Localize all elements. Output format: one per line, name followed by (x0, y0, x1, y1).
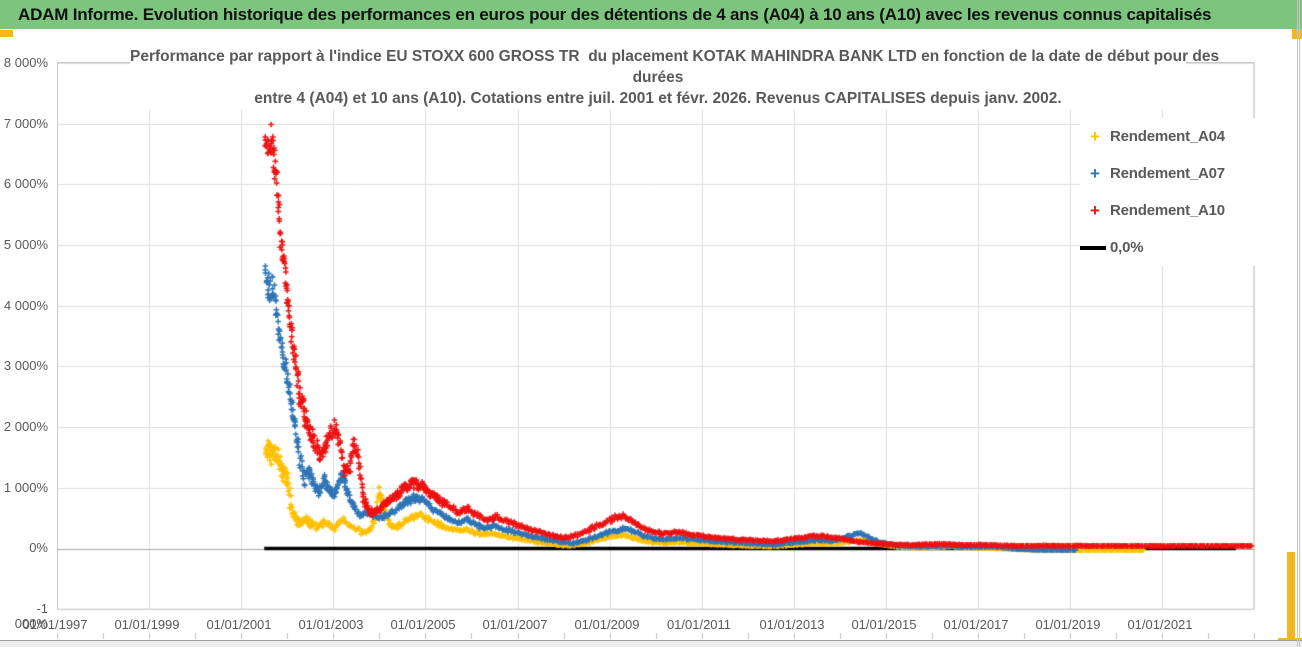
x-tick-2011: 01/01/2011 (666, 617, 732, 632)
y-tick-neg1000: -1 000% (14, 601, 48, 631)
x-tick-2007: 01/01/2007 (482, 617, 548, 632)
y-tick-7000: 7 000% (3, 116, 48, 131)
chart-title: Performance par rapport à l'indice EU ST… (130, 46, 1220, 109)
y-tick-5000: 5 000% (3, 237, 48, 252)
plus-marker-icon: + (1090, 127, 1100, 146)
y-tick-4000: 4 000% (3, 298, 48, 313)
window-bottom-strip (0, 640, 1302, 647)
chart-title-line2: durées (632, 69, 684, 86)
x-tick-2001: 01/01/2001 (206, 617, 272, 632)
x-tick-2003: 01/01/2003 (298, 617, 364, 632)
window-right-edge (1297, 0, 1300, 647)
chart-title-line3: entre 4 (A04) et 10 ans (A10). Cotations… (254, 90, 1062, 107)
legend-label-zero: 0,0% (1110, 239, 1144, 256)
legend-item-zero: 0,0% (1080, 229, 1270, 266)
legend-item-a10: + Rendement_A10 (1080, 192, 1270, 229)
legend-item-a07: + Rendement_A07 (1080, 155, 1270, 192)
black-line-icon (1080, 245, 1106, 250)
x-tick-2005: 01/01/2005 (390, 617, 456, 632)
plus-marker-icon: + (1090, 201, 1100, 220)
y-tick-8000: 8 000% (3, 55, 48, 70)
x-tick-1997: 01/01/1997 (22, 617, 88, 632)
header-bar: ADAM Informe. Evolution historique des p… (0, 0, 1302, 29)
plus-marker-icon: + (1090, 164, 1100, 183)
gold-accent-right-border (1287, 552, 1295, 644)
legend-label-a04: Rendement_A04 (1110, 128, 1225, 145)
legend-label-a10: Rendement_A10 (1110, 202, 1225, 219)
y-tick-3000: 3 000% (3, 358, 48, 373)
y-tick-0: 0% (29, 540, 48, 555)
x-tick-2009: 01/01/2009 (574, 617, 640, 632)
y-tick-1000: 1 000% (3, 480, 48, 495)
x-tick-2019: 01/01/2019 (1035, 617, 1101, 632)
x-tick-2021: 01/01/2021 (1127, 617, 1193, 632)
legend-item-a04: + Rendement_A04 (1080, 118, 1270, 155)
chart-title-line1: Performance par rapport à l'indice EU ST… (130, 48, 1220, 65)
legend-label-a07: Rendement_A07 (1110, 165, 1225, 182)
gold-accent-top-left (0, 30, 13, 37)
y-tick-6000: 6 000% (3, 176, 48, 191)
header-title: ADAM Informe. Evolution historique des p… (18, 4, 1212, 24)
x-tick-2017: 01/01/2017 (943, 617, 1009, 632)
y-tick-2000: 2 000% (3, 419, 48, 434)
x-tick-2015: 01/01/2015 (851, 617, 917, 632)
chart-legend: + Rendement_A04 + Rendement_A07 + Rendem… (1080, 118, 1270, 266)
scatter-plot-area (57, 62, 1256, 640)
x-tick-2013: 01/01/2013 (759, 617, 825, 632)
x-tick-1999: 01/01/1999 (114, 617, 180, 632)
